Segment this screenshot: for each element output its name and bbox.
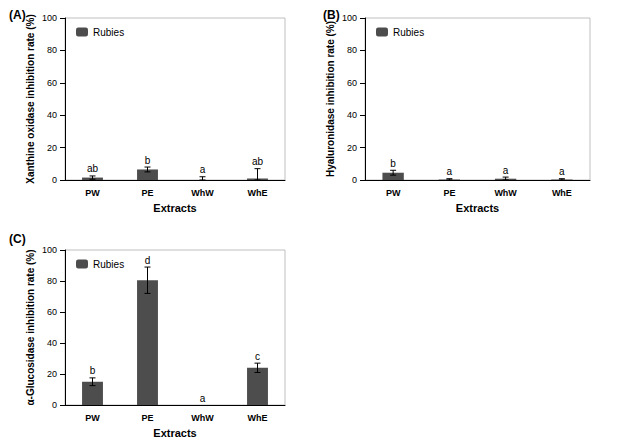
svg-text:PE: PE (443, 188, 455, 198)
svg-text:WhE: WhE (552, 188, 572, 198)
svg-text:a: a (200, 393, 206, 404)
svg-text:PW: PW (85, 188, 100, 198)
svg-text:Rubies: Rubies (93, 259, 124, 270)
svg-text:0: 0 (52, 400, 57, 410)
svg-text:60: 60 (47, 78, 57, 88)
svg-text:Extracts: Extracts (456, 202, 499, 214)
svg-text:b: b (390, 158, 396, 169)
svg-text:Xanthine oxidase inhibition ra: Xanthine oxidase inhibition rate (%) (25, 14, 36, 183)
svg-text:ab: ab (252, 156, 264, 167)
svg-text:60: 60 (47, 307, 57, 317)
svg-text:80: 80 (347, 45, 357, 55)
svg-text:PE: PE (141, 413, 153, 423)
svg-text:60: 60 (347, 78, 357, 88)
svg-text:b: b (90, 365, 96, 376)
svg-text:Rubies: Rubies (393, 27, 424, 38)
svg-text:d: d (145, 255, 151, 266)
svg-text:80: 80 (47, 45, 57, 55)
svg-text:Extracts: Extracts (153, 202, 196, 214)
svg-text:a: a (200, 164, 206, 175)
svg-text:WhW: WhW (191, 188, 214, 198)
svg-text:a: a (447, 166, 453, 177)
svg-text:PE: PE (141, 188, 153, 198)
svg-text:40: 40 (47, 338, 57, 348)
svg-text:a: a (559, 166, 565, 177)
svg-text:Rubies: Rubies (93, 27, 124, 38)
svg-text:WhE: WhE (248, 413, 268, 423)
svg-text:40: 40 (347, 110, 357, 120)
svg-text:20: 20 (47, 143, 57, 153)
svg-text:WhW: WhW (191, 413, 214, 423)
svg-text:α-Glucosidase inhibition rate: α-Glucosidase inhibition rate (%) (25, 249, 36, 405)
svg-text:100: 100 (342, 13, 357, 23)
svg-text:40: 40 (47, 110, 57, 120)
svg-text:(B): (B) (323, 8, 340, 22)
svg-text:c: c (255, 351, 260, 362)
svg-text:100: 100 (42, 13, 57, 23)
svg-text:b: b (145, 155, 151, 166)
svg-text:(A): (A) (9, 8, 26, 22)
svg-text:20: 20 (347, 143, 357, 153)
svg-text:0: 0 (52, 175, 57, 185)
svg-text:100: 100 (42, 245, 57, 255)
svg-text:WhW: WhW (494, 188, 517, 198)
svg-text:(C): (C) (9, 232, 26, 246)
svg-text:PW: PW (386, 188, 401, 198)
svg-text:Hyaluronidase inhibition rate: Hyaluronidase inhibition rate (%) (325, 21, 336, 177)
svg-text:Extracts: Extracts (153, 427, 196, 439)
svg-text:ab: ab (87, 163, 99, 174)
svg-text:a: a (503, 165, 509, 176)
svg-text:WhE: WhE (248, 188, 268, 198)
svg-text:80: 80 (47, 276, 57, 286)
svg-text:20: 20 (47, 369, 57, 379)
svg-text:PW: PW (85, 413, 100, 423)
svg-text:0: 0 (352, 175, 357, 185)
